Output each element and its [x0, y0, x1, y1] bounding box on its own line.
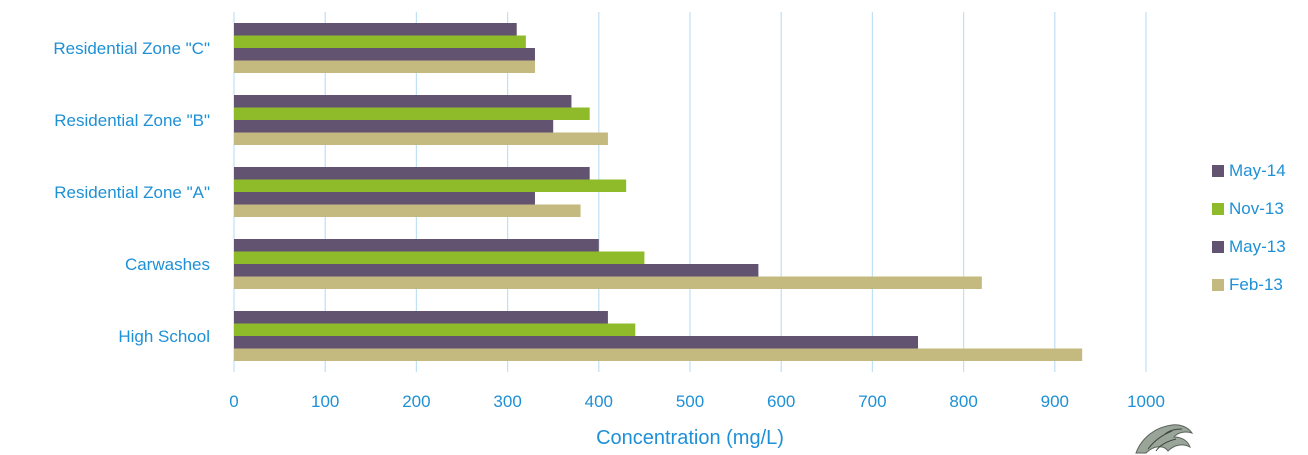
x-tick-label: 1000: [1127, 392, 1165, 411]
bar: [234, 264, 759, 277]
x-tick-label: 900: [1041, 392, 1069, 411]
y-category-label: Residential Zone "A": [54, 183, 210, 202]
bar: [234, 323, 636, 336]
x-tick-label: 200: [402, 392, 430, 411]
x-tick-label: 500: [676, 392, 704, 411]
legend-label: May-14: [1229, 161, 1286, 180]
legend-label: Nov-13: [1229, 199, 1284, 218]
bar: [234, 120, 554, 133]
y-axis-categories: High School Carwashes Residential Zone "A"…: [53, 39, 210, 346]
x-tick-label: 0: [229, 392, 238, 411]
legend-swatch: [1212, 165, 1224, 177]
legend-swatch: [1212, 203, 1224, 215]
y-category-label: High School: [118, 327, 210, 346]
bar: [234, 336, 918, 349]
legend-item: May-13: [1212, 228, 1286, 266]
x-tick-label: 700: [858, 392, 886, 411]
x-tick-label: 100: [311, 392, 339, 411]
x-tick-label: 800: [949, 392, 977, 411]
x-axis-ticks: 0 100 200 300 400 500 600 700 800 900 1000: [229, 392, 1165, 411]
legend-swatch: [1212, 241, 1224, 253]
bar: [234, 35, 526, 48]
bar: [234, 276, 982, 289]
bar: [234, 311, 608, 324]
bar: [234, 192, 535, 205]
bar: [234, 348, 1083, 361]
legend-item: Feb-13: [1212, 266, 1286, 304]
bar: [234, 239, 599, 252]
legend-swatch: [1212, 279, 1224, 291]
x-tick-label: 300: [493, 392, 521, 411]
x-tick-label: 600: [767, 392, 795, 411]
legend-item: Nov-13: [1212, 190, 1286, 228]
logo-watermark: [1135, 424, 1194, 454]
bar: [234, 23, 517, 36]
bar: [234, 204, 581, 217]
y-category-label: Residential Zone "B": [54, 111, 210, 130]
y-category-label: Carwashes: [125, 255, 210, 274]
bar: [234, 167, 590, 180]
x-axis-title: Concentration (mg/L): [596, 427, 784, 449]
bar: [234, 95, 572, 108]
bar: [234, 48, 535, 61]
x-tick-label: 400: [585, 392, 613, 411]
bar: [234, 60, 535, 73]
y-category-label: Residential Zone "C": [53, 39, 210, 58]
bar: [234, 251, 645, 264]
legend: May-14 Nov-13 May-13 Feb-13: [1212, 152, 1286, 304]
bars: [234, 23, 1083, 361]
legend-label: Feb-13: [1229, 275, 1283, 294]
legend-label: May-13: [1229, 237, 1286, 256]
bar: [234, 107, 590, 120]
bar: [234, 132, 608, 145]
bar: [234, 179, 627, 192]
legend-item: May-14: [1212, 152, 1286, 190]
